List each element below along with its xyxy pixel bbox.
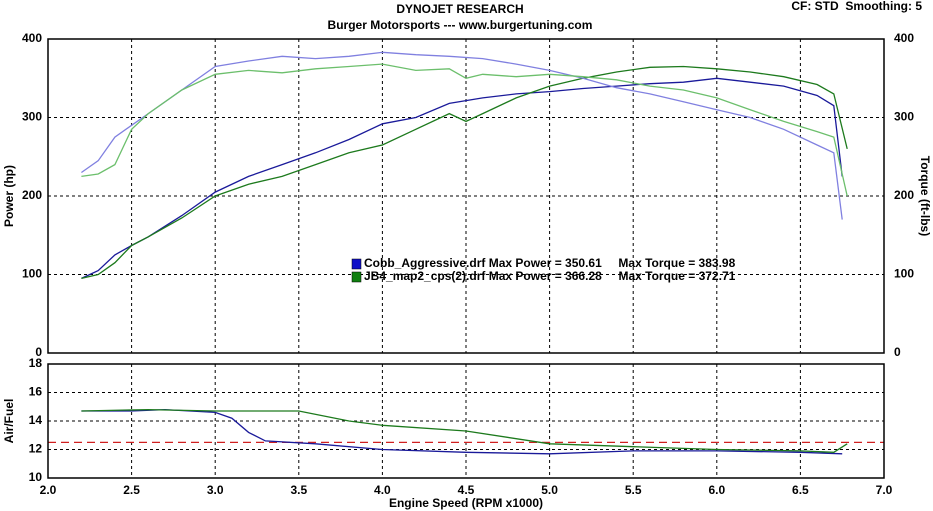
y-tick-label: 16 — [29, 385, 43, 399]
y-tick-label: 400 — [22, 31, 42, 45]
y2-tick-label: 100 — [894, 267, 914, 281]
y-tick-label: 14 — [29, 413, 43, 427]
legend-entry: Cobb_Aggressive.drf Max Power = 350.61 M… — [364, 256, 736, 270]
y-tick-label: 18 — [29, 356, 43, 370]
x-tick-label: 6.0 — [708, 483, 725, 497]
chart-title: DYNOJET RESEARCH — [396, 2, 523, 16]
y-tick-label: 200 — [22, 188, 42, 202]
y2-tick-label: 200 — [894, 188, 914, 202]
legend-entry: JB4_map2_cps(2).drf Max Power = 366.28 M… — [364, 269, 736, 283]
x-tick-label: 2.0 — [40, 483, 57, 497]
plot-frame — [47, 363, 885, 479]
x-tick-label: 4.0 — [374, 483, 391, 497]
legend-swatch — [351, 258, 362, 270]
y2-tick-label: 0 — [894, 345, 901, 359]
x-tick-label: 2.5 — [123, 483, 140, 497]
y-tick-label: 10 — [29, 470, 43, 484]
y-tick-label: 100 — [22, 267, 42, 281]
x-tick-label: 4.5 — [458, 483, 475, 497]
y-tick-label: 12 — [29, 442, 43, 456]
data-line — [81, 77, 843, 279]
x-tick-label: 6.5 — [792, 483, 809, 497]
y2-tick-label: 300 — [894, 110, 914, 124]
x-tick-label: 7.0 — [876, 483, 893, 497]
data-line — [81, 408, 848, 453]
chart-subtitle: Burger Motorsports --- www.burgertuning.… — [328, 18, 593, 32]
afr-axis-label: Air/Fuel — [2, 399, 16, 444]
y-tick-label: 300 — [22, 110, 42, 124]
y2-tick-label: 400 — [894, 31, 914, 45]
x-tick-label: 5.0 — [541, 483, 558, 497]
x-axis-label: Engine Speed (RPM x1000) — [389, 496, 543, 510]
x-tick-label: 3.0 — [207, 483, 224, 497]
y-tick-label: 0 — [35, 345, 42, 359]
legend-swatch — [351, 271, 362, 283]
plot-frame — [47, 38, 885, 354]
data-line — [81, 63, 848, 197]
y2-axis-label: Torque (ft-lbs) — [918, 156, 932, 236]
data-line — [81, 65, 848, 280]
x-tick-label: 5.5 — [625, 483, 642, 497]
x-tick-label: 3.5 — [290, 483, 307, 497]
y-axis-label: Power (hp) — [2, 165, 16, 227]
settings-note: CF: STD Smoothing: 5 — [791, 0, 922, 13]
